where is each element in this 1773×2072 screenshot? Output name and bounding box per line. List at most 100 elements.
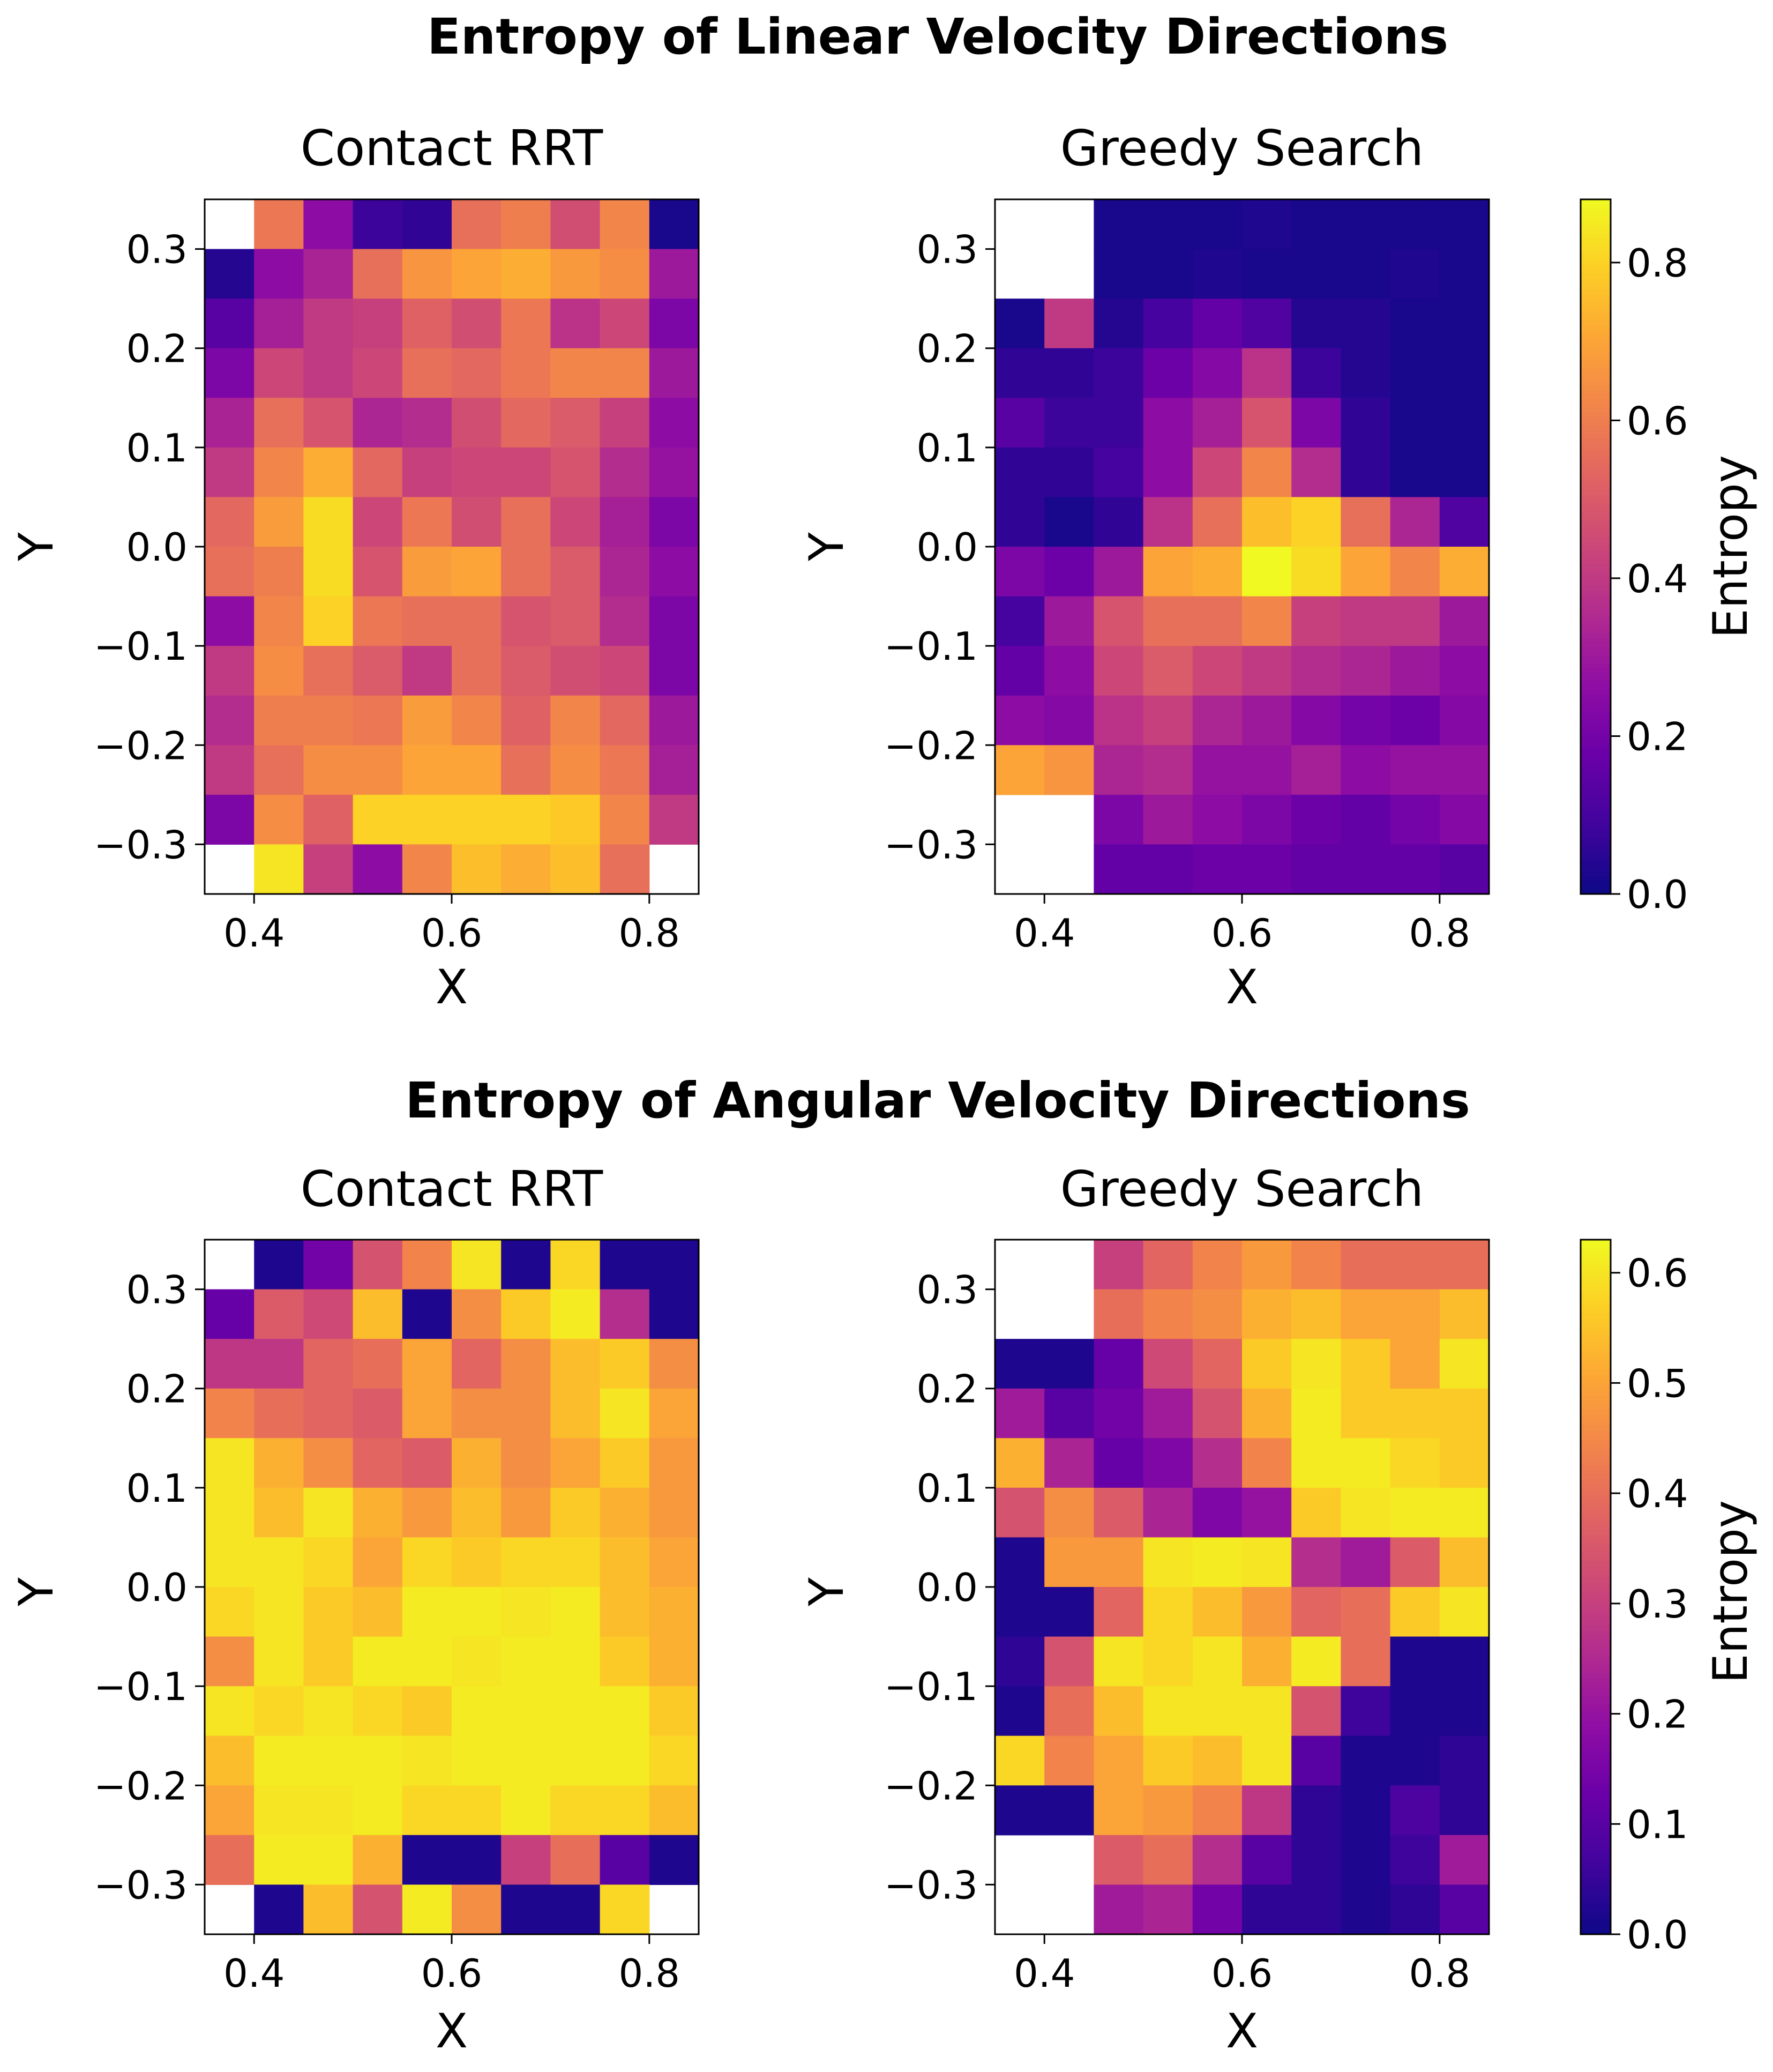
heatmap-cell	[254, 1785, 304, 1836]
heatmap-cell	[303, 1438, 354, 1488]
colorbar-segment	[1581, 486, 1611, 491]
heatmap-cell	[1044, 398, 1094, 448]
heatmap-cell	[1439, 199, 1490, 250]
heatmap-cell	[1094, 1388, 1144, 1439]
colorbar-segment	[1581, 851, 1611, 855]
heatmap-cell	[452, 596, 502, 646]
colorbar-segment	[1581, 816, 1611, 821]
heatmap-cell	[501, 1487, 551, 1538]
colorbar-segment	[1581, 1331, 1611, 1336]
colorbar-segment	[1581, 642, 1611, 647]
colorbar-segment	[1581, 1730, 1611, 1735]
colorbar-segment	[1581, 394, 1611, 400]
colorbar-segment	[1581, 494, 1611, 500]
heatmap-cell	[1044, 646, 1094, 696]
colorbar-segment	[1581, 446, 1611, 452]
colorbar-segment	[1581, 312, 1611, 317]
colorbar-segment	[1581, 1860, 1611, 1865]
x-tick-label: 0.8	[619, 911, 680, 956]
heatmap-cell	[402, 348, 452, 398]
colorbar-segment	[1581, 399, 1611, 404]
heatmap-cell	[1439, 1636, 1490, 1687]
colorbar-segment	[1581, 438, 1611, 443]
heatmap-cell	[402, 1289, 452, 1339]
colorbar-segment	[1581, 373, 1611, 378]
colorbar-segment	[1581, 681, 1611, 686]
heatmap-cell	[1242, 1735, 1292, 1786]
heatmap-cell	[1439, 1240, 1490, 1290]
x-tick-label: 0.6	[421, 1951, 483, 1996]
heatmap-cell	[1390, 1587, 1440, 1637]
heatmap-cell	[353, 844, 403, 895]
colorbar-segment	[1581, 1465, 1611, 1470]
heatmap-cell	[1341, 1289, 1391, 1339]
colorbar-segment	[1581, 234, 1611, 239]
colorbar-tick-label: 0.6	[1627, 1251, 1688, 1296]
colorbar-segment	[1581, 1804, 1611, 1809]
heatmap-cell	[649, 299, 699, 349]
colorbar-segment	[1581, 629, 1611, 634]
heatmap-cell	[1242, 646, 1292, 696]
heatmap-cell	[303, 447, 354, 498]
heatmap-cell	[1341, 1487, 1391, 1538]
heatmap-cell	[600, 1835, 650, 1885]
heatmap-cell	[649, 1785, 699, 1836]
x-tick-label: 0.4	[1014, 1951, 1075, 1996]
heatmap-cell	[1439, 1587, 1490, 1637]
heatmap-cell	[995, 1438, 1045, 1488]
colorbar-segment	[1581, 1261, 1611, 1266]
colorbar-segment	[1581, 833, 1611, 838]
heatmap-cell	[254, 199, 304, 250]
heatmap-cell	[501, 1636, 551, 1687]
heatmap-cell	[550, 1438, 601, 1488]
heatmap-cell	[501, 1240, 551, 1290]
heatmap-cell	[995, 1636, 1045, 1687]
colorbar-segment	[1581, 785, 1611, 791]
heatmap-cell	[353, 745, 403, 795]
colorbar-segment	[1581, 1587, 1611, 1592]
colorbar-segment	[1581, 572, 1611, 578]
colorbar-segment	[1581, 1704, 1611, 1709]
heatmap-cell	[254, 1686, 304, 1736]
heatmap-cell	[1044, 1686, 1094, 1736]
heatmap-cell	[995, 745, 1045, 795]
heatmap-cell	[205, 1487, 255, 1538]
colorbar-segment	[1581, 251, 1611, 256]
heatmap-cell	[501, 1289, 551, 1339]
heatmap-cell	[1192, 1785, 1243, 1836]
colorbar-segment	[1581, 1544, 1611, 1548]
heatmap-cell	[402, 646, 452, 696]
heatmap-cell	[1143, 1686, 1193, 1736]
heatmap-cell	[501, 1438, 551, 1488]
colorbar-segment	[1581, 1799, 1611, 1805]
heatmap-cell	[1143, 1388, 1193, 1439]
colorbar-segment	[1581, 520, 1611, 526]
heatmap-cell	[1439, 1289, 1490, 1339]
colorbar-segment	[1581, 342, 1611, 347]
heatmap-cell	[402, 299, 452, 349]
colorbar-segment	[1581, 737, 1611, 743]
colorbar-segment	[1581, 498, 1611, 504]
heatmap-cell	[550, 199, 601, 250]
heatmap-cell	[1291, 1785, 1341, 1836]
heatmap-cell	[600, 695, 650, 746]
heatmap-cell	[600, 596, 650, 646]
heatmap-cell	[254, 1835, 304, 1885]
heatmap-cell	[1390, 745, 1440, 795]
heatmap-cell	[1439, 348, 1490, 398]
heatmap-cell	[501, 646, 551, 696]
heatmap-cell	[1390, 1289, 1440, 1339]
y-tick-label: 0.1	[126, 426, 188, 471]
colorbar-segment	[1581, 1374, 1611, 1379]
heatmap-cell	[402, 1240, 452, 1290]
colorbar-segment	[1581, 1418, 1611, 1422]
colorbar-segment	[1581, 1852, 1611, 1857]
heatmap-cell	[1044, 1438, 1094, 1488]
heatmap-cell	[1143, 1785, 1193, 1836]
heatmap-cell	[1192, 1438, 1243, 1488]
colorbar-segment	[1581, 1856, 1611, 1861]
heatmap-cell	[452, 398, 502, 448]
heatmap-cell	[1341, 398, 1391, 448]
colorbar-segment	[1581, 1278, 1611, 1284]
heatmap-cell	[402, 1587, 452, 1637]
